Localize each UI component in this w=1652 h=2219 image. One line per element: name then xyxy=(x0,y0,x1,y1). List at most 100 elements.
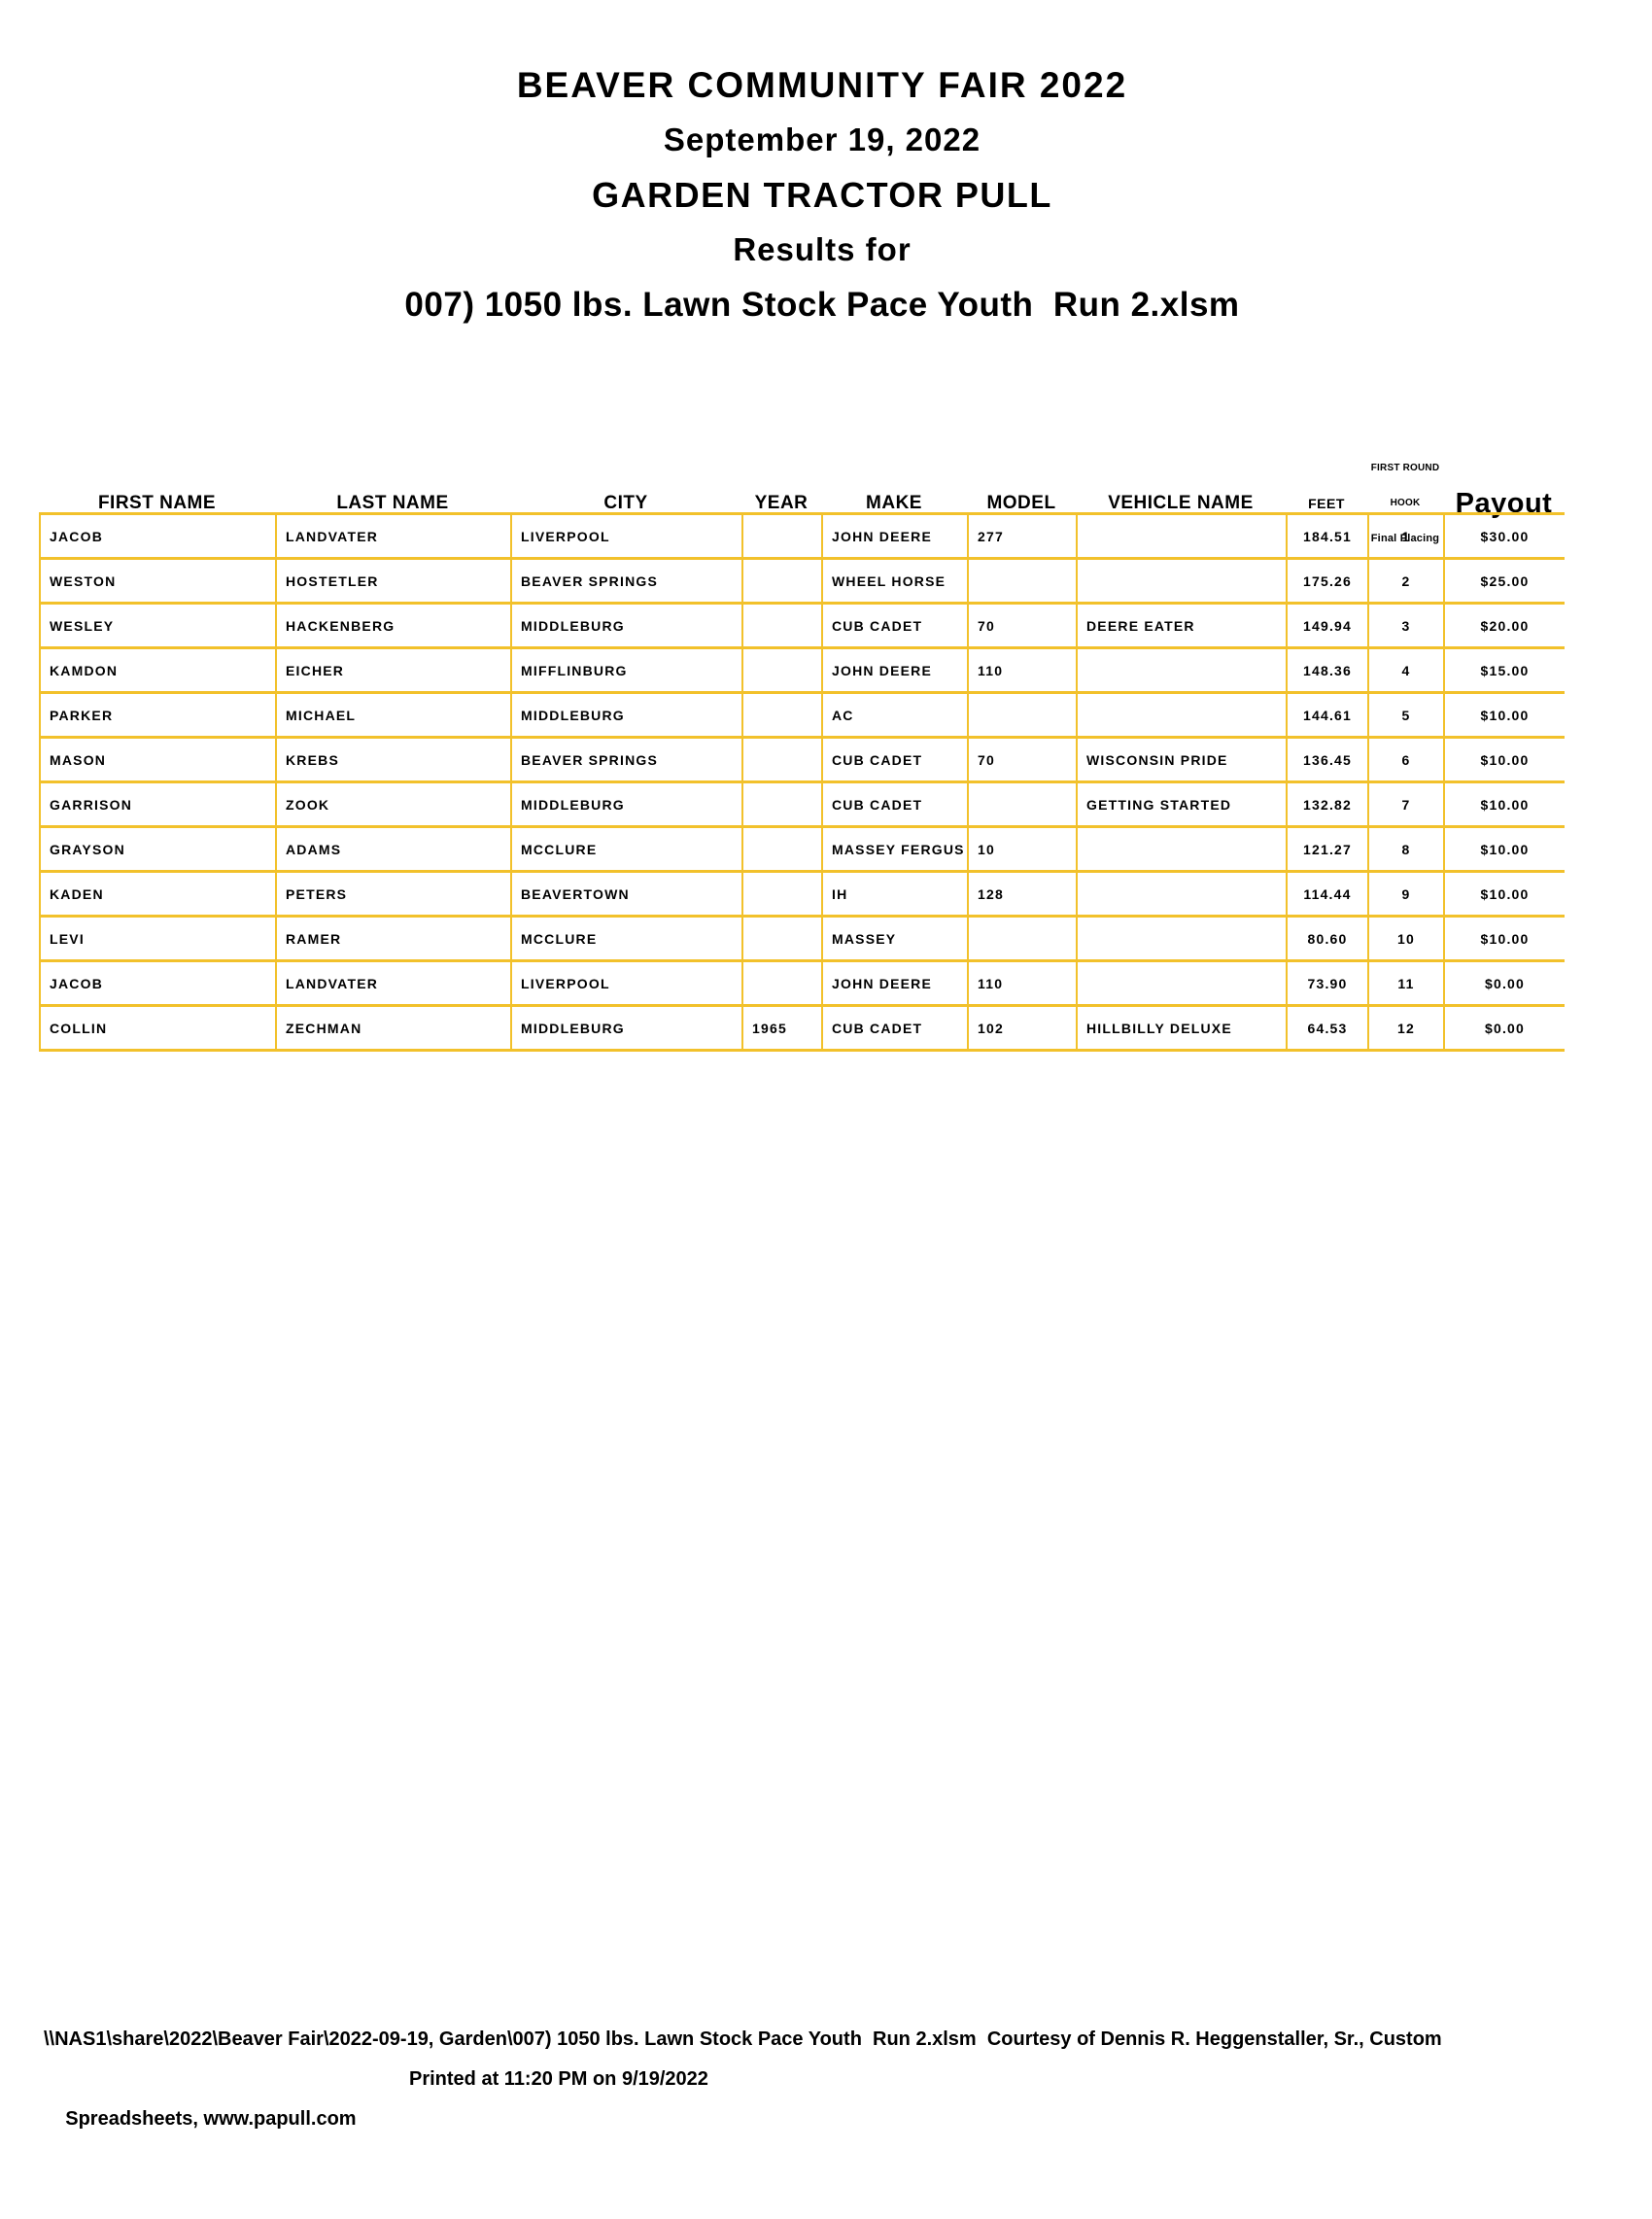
table-cell-last_name: EICHER xyxy=(275,649,510,694)
table-cell-hook: 6 xyxy=(1367,739,1443,783)
table-cell-vehicle_name: GETTING STARTED xyxy=(1076,783,1286,828)
table-cell-feet: 184.51 xyxy=(1286,512,1367,560)
table-cell-model: 110 xyxy=(967,962,1076,1007)
header-feet: FEET xyxy=(1308,496,1345,511)
table-cell-feet: 121.27 xyxy=(1286,828,1367,873)
header-last-name: LAST NAME xyxy=(336,493,449,513)
table-cell-make: CUB CADET xyxy=(821,1007,967,1052)
table-cell-vehicle_name xyxy=(1076,828,1286,873)
header-year: YEAR xyxy=(754,493,809,513)
table-cell-feet: 148.36 xyxy=(1286,649,1367,694)
table-cell-last_name: LANDVATER xyxy=(275,512,510,560)
table-cell-feet: 136.45 xyxy=(1286,739,1367,783)
table-cell-hook: 5 xyxy=(1367,694,1443,739)
table-cell-hook: 2 xyxy=(1367,560,1443,605)
footer-file-path: \\NAS1\share\2022\Beaver Fair\2022-09-19… xyxy=(44,2028,1442,2050)
table-cell-model: 10 xyxy=(967,828,1076,873)
header-hook-line1: FIRST ROUND xyxy=(1370,463,1440,473)
table-cell-first_name: KAMDON xyxy=(39,649,275,694)
table-column-headers: FIRST NAME LAST NAME CITY YEAR MAKE MODE… xyxy=(39,439,1565,544)
table-cell-make: WHEEL HORSE xyxy=(821,560,967,605)
table-cell-payout: $10.00 xyxy=(1443,828,1565,873)
table-cell-make: CUB CADET xyxy=(821,783,967,828)
table-cell-payout: $20.00 xyxy=(1443,605,1565,649)
table-cell-last_name: HACKENBERG xyxy=(275,605,510,649)
table-cell-year xyxy=(741,962,821,1007)
table-cell-first_name: WESTON xyxy=(39,560,275,605)
table-cell-year: 1965 xyxy=(741,1007,821,1052)
table-cell-vehicle_name xyxy=(1076,649,1286,694)
results-table-body: JACOB LANDVATER LIVERPOOL JOHN DEERE 277 184.… xyxy=(39,512,1565,1052)
results-for-label: Results for xyxy=(733,231,912,267)
table-cell-hook: 1 xyxy=(1367,512,1443,560)
table-cell-first_name: LEVI xyxy=(39,918,275,962)
table-cell-model xyxy=(967,694,1076,739)
table-cell-last_name: ADAMS xyxy=(275,828,510,873)
table-cell-model xyxy=(967,560,1076,605)
page-title: BEAVER COMMUNITY FAIR 2022 xyxy=(516,65,1128,105)
table-cell-model xyxy=(967,783,1076,828)
table-cell-city: BEAVER SPRINGS xyxy=(510,739,741,783)
table-cell-vehicle_name xyxy=(1076,694,1286,739)
table-cell-feet: 149.94 xyxy=(1286,605,1367,649)
table-cell-model: 277 xyxy=(967,512,1076,560)
table-cell-model: 110 xyxy=(967,649,1076,694)
table-cell-payout: $30.00 xyxy=(1443,512,1565,560)
event-name: GARDEN TRACTOR PULL xyxy=(592,175,1052,215)
table-cell-year xyxy=(741,649,821,694)
table-cell-first_name: KADEN xyxy=(39,873,275,918)
table-cell-hook: 9 xyxy=(1367,873,1443,918)
table-cell-year xyxy=(741,783,821,828)
table-cell-city: MIDDLEBURG xyxy=(510,783,741,828)
table-cell-feet: 73.90 xyxy=(1286,962,1367,1007)
header-model: MODEL xyxy=(986,493,1056,513)
table-cell-model: 70 xyxy=(967,739,1076,783)
table-cell-payout: $10.00 xyxy=(1443,694,1565,739)
table-cell-last_name: ZECHMAN xyxy=(275,1007,510,1052)
table-cell-year xyxy=(741,560,821,605)
header-vehicle-name: VEHICLE NAME xyxy=(1108,493,1254,513)
table-cell-last_name: KREBS xyxy=(275,739,510,783)
table-cell-last_name: HOSTETLER xyxy=(275,560,510,605)
header-hook-line2: HOOK xyxy=(1390,498,1421,508)
table-cell-hook: 12 xyxy=(1367,1007,1443,1052)
title-block: BEAVER COMMUNITY FAIR 2022 September 19,… xyxy=(39,58,1605,332)
table-cell-make: IH xyxy=(821,873,967,918)
table-cell-city: MIDDLEBURG xyxy=(510,605,741,649)
table-cell-vehicle_name xyxy=(1076,962,1286,1007)
table-cell-payout: $15.00 xyxy=(1443,649,1565,694)
footer-spreadsheets-credit: Spreadsheets, www.papull.com xyxy=(65,2108,357,2130)
table-cell-make: JOHN DEERE xyxy=(821,962,967,1007)
table-cell-city: MCCLURE xyxy=(510,918,741,962)
table-cell-model: 102 xyxy=(967,1007,1076,1052)
table-cell-hook: 8 xyxy=(1367,828,1443,873)
table-cell-year xyxy=(741,512,821,560)
table-cell-feet: 114.44 xyxy=(1286,873,1367,918)
table-cell-make: JOHN DEERE xyxy=(821,512,967,560)
table-cell-make: MASSEY xyxy=(821,918,967,962)
table-cell-feet: 132.82 xyxy=(1286,783,1367,828)
table-cell-feet: 64.53 xyxy=(1286,1007,1367,1052)
table-cell-hook: 11 xyxy=(1367,962,1443,1007)
table-cell-vehicle_name: WISCONSIN PRIDE xyxy=(1076,739,1286,783)
table-cell-payout: $0.00 xyxy=(1443,962,1565,1007)
table-cell-feet: 175.26 xyxy=(1286,560,1367,605)
table-cell-feet: 80.60 xyxy=(1286,918,1367,962)
table-cell-make: AC xyxy=(821,694,967,739)
table-cell-hook: 7 xyxy=(1367,783,1443,828)
table-cell-last_name: PETERS xyxy=(275,873,510,918)
table-cell-make: JOHN DEERE xyxy=(821,649,967,694)
table-cell-hook: 4 xyxy=(1367,649,1443,694)
table-cell-city: MIDDLEBURG xyxy=(510,694,741,739)
footer-printed-timestamp: Printed at 11:20 PM on 9/19/2022 xyxy=(409,2068,708,2090)
table-cell-first_name: GRAYSON xyxy=(39,828,275,873)
table-cell-first_name: JACOB xyxy=(39,512,275,560)
table-cell-last_name: LANDVATER xyxy=(275,962,510,1007)
table-cell-year xyxy=(741,605,821,649)
table-cell-year xyxy=(741,694,821,739)
table-cell-vehicle_name: HILLBILLY DELUXE xyxy=(1076,1007,1286,1052)
table-cell-vehicle_name xyxy=(1076,873,1286,918)
table-cell-first_name: JACOB xyxy=(39,962,275,1007)
table-cell-city: MIFFLINBURG xyxy=(510,649,741,694)
table-cell-vehicle_name xyxy=(1076,512,1286,560)
